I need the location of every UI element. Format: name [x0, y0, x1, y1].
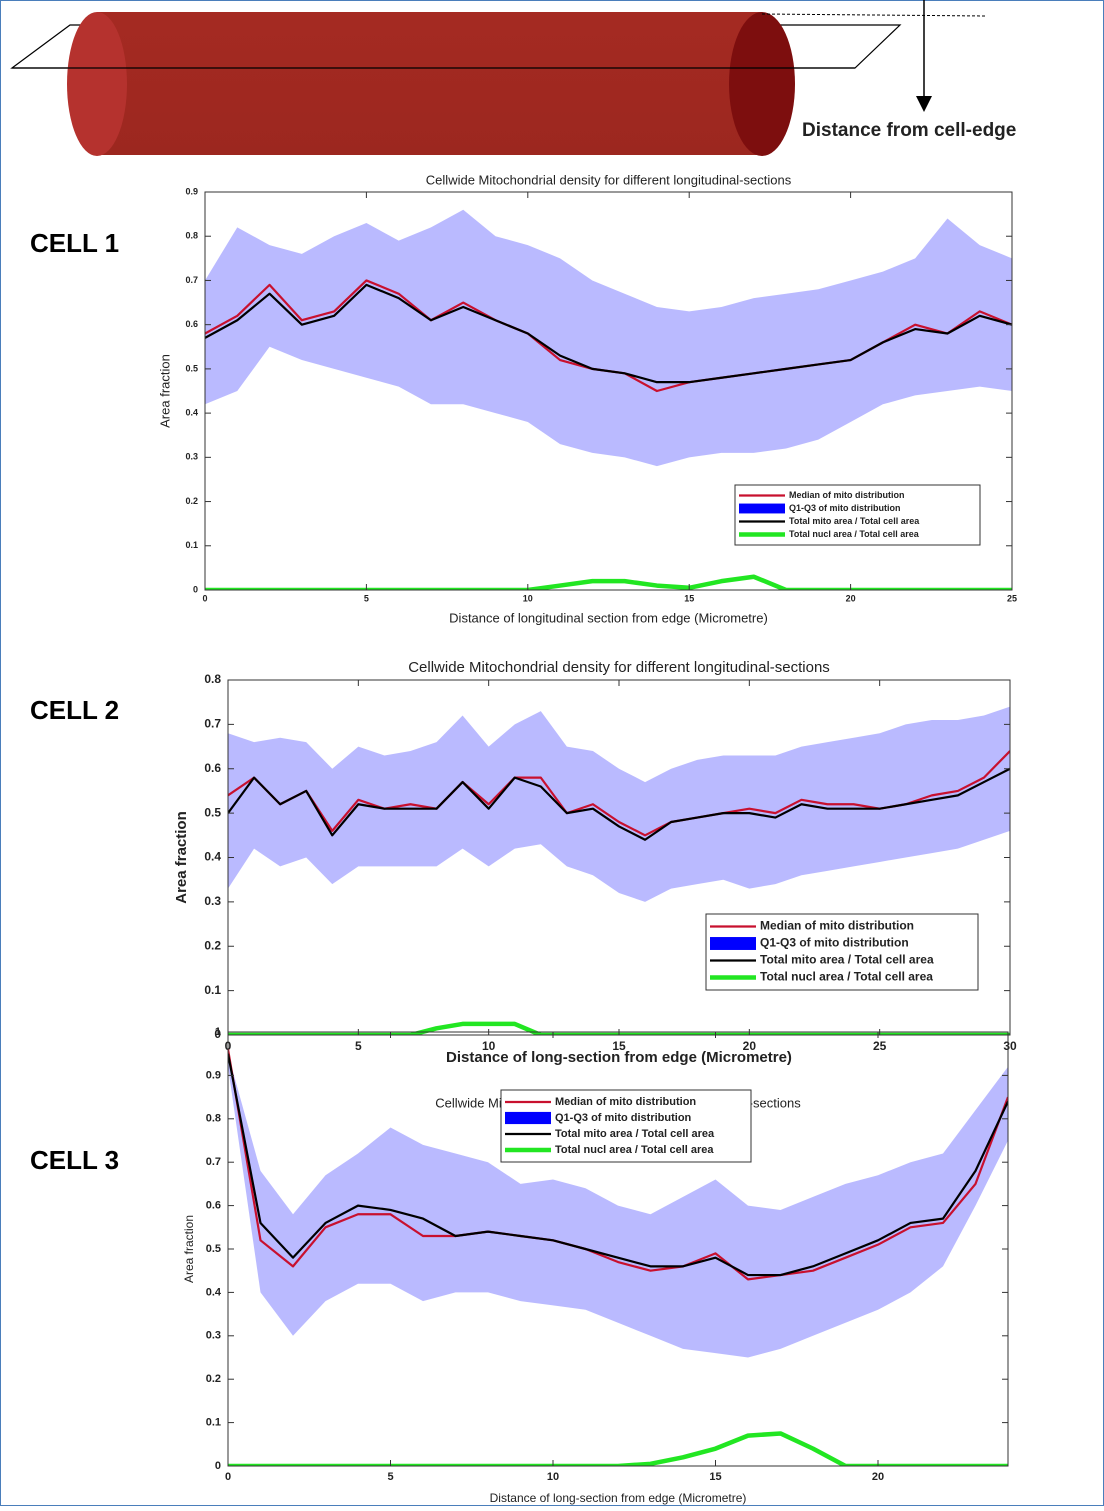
chart-title: Cellwide Mitochondrial density for diffe… [426, 172, 792, 187]
legend-label: Median of mito distribution [789, 490, 905, 500]
plot-area [228, 1049, 1008, 1466]
plot-area [205, 209, 1012, 590]
x-tick-label: 10 [523, 593, 533, 603]
chart-title: Cellwide Mitochondrial density for diffe… [408, 659, 830, 676]
legend-label: Total nucl area / Total cell area [760, 970, 933, 984]
legend-label: Total nucl area / Total cell area [555, 1144, 714, 1156]
legend-label: Total nucl area / Total cell area [789, 529, 920, 539]
panel-label: CELL 1 [30, 228, 119, 258]
y-tick-label: 0.6 [204, 761, 221, 775]
legend-swatch [710, 937, 756, 950]
y-tick-label: 0.8 [206, 1113, 221, 1125]
y-axis-label: Area fraction [173, 811, 190, 904]
y-tick-label: 0.4 [185, 407, 198, 417]
legend-label: Total mito area / Total cell area [555, 1128, 715, 1140]
legend-label: Median of mito distribution [555, 1096, 696, 1108]
y-tick-label: 0.3 [185, 452, 198, 462]
x-axis-label: Distance of longitudinal section from ed… [449, 610, 768, 625]
y-tick-label: 0.7 [206, 1156, 221, 1168]
legend-label: Q1-Q3 of mito distribution [760, 936, 909, 950]
series-line [205, 283, 1012, 384]
y-tick-label: 0.3 [204, 894, 221, 908]
panel-label: CELL 3 [30, 1145, 119, 1175]
x-tick-label: 25 [1007, 593, 1017, 603]
series-line [228, 1053, 1008, 1277]
y-tick-label: 0 [215, 1460, 221, 1472]
diagram-label: Distance from cell-edge [802, 120, 1016, 141]
x-tick-label: 15 [684, 593, 694, 603]
y-tick-label: 0.7 [204, 717, 221, 731]
legend-label: Q1-Q3 of mito distribution [555, 1112, 692, 1124]
x-tick-label: 20 [743, 1039, 757, 1053]
y-tick-label: 0.1 [185, 540, 198, 550]
y-tick-label: 0.7 [185, 275, 198, 285]
series-line [228, 1431, 1008, 1466]
series-line [205, 574, 1012, 590]
x-tick-label: 20 [872, 1471, 884, 1483]
x-tick-label: 20 [846, 593, 856, 603]
iqr-band [205, 209, 1012, 467]
legend-label: Total mito area / Total cell area [789, 516, 920, 526]
y-tick-label: 0.9 [206, 1069, 221, 1081]
x-axis-label: Distance of long-section from edge (Micr… [446, 1049, 792, 1066]
y-tick-label: 0.5 [185, 363, 198, 373]
y-axis-label: Area fraction [182, 1215, 196, 1283]
panel-label: CELL 2 [30, 695, 119, 725]
iqr-band [228, 1053, 1008, 1358]
axes-box [204, 191, 1013, 591]
x-tick-label: 25 [873, 1039, 887, 1053]
x-tick-label: 0 [225, 1471, 231, 1483]
y-tick-label: 0.6 [206, 1200, 221, 1212]
y-axis-label: Area fraction [157, 354, 172, 428]
iqr-band [228, 706, 1010, 902]
legend-swatch [505, 1111, 551, 1125]
x-tick-label: 15 [612, 1039, 626, 1053]
y-tick-label: 0 [214, 1027, 221, 1041]
x-tick-label: 0 [202, 593, 207, 603]
y-tick-label: 0.4 [206, 1286, 222, 1298]
legend-swatch [739, 503, 785, 514]
y-tick-label: 0.2 [204, 938, 221, 952]
y-tick-label: 0.2 [185, 496, 198, 506]
y-tick-label: 1 [215, 1026, 221, 1038]
series-line [228, 1049, 1008, 1281]
y-tick-label: 0.1 [206, 1417, 221, 1429]
legend-label: Total mito area / Total cell area [760, 953, 934, 967]
y-tick-label: 0.6 [185, 319, 198, 329]
legend-label: Median of mito distribution [760, 919, 914, 933]
y-tick-label: 0.1 [204, 983, 221, 997]
y-tick-label: 0.3 [206, 1330, 221, 1342]
cell-diagram: Distance from cell-edge [10, 0, 1016, 156]
y-tick-label: 0.5 [204, 805, 221, 819]
legend-label: Q1-Q3 of mito distribution [789, 503, 901, 513]
y-tick-label: 0.9 [185, 186, 198, 196]
x-tick-label: 30 [1003, 1039, 1017, 1053]
y-tick-label: 0.8 [185, 231, 198, 241]
x-tick-label: 10 [482, 1039, 496, 1053]
plot-area [228, 706, 1010, 1035]
y-tick-label: 0 [193, 584, 198, 594]
x-tick-label: 10 [547, 1471, 559, 1483]
x-axis-label: Distance of long-section from edge (Micr… [490, 1491, 747, 1505]
x-tick-label: 5 [387, 1471, 393, 1483]
y-tick-label: 0.4 [204, 850, 221, 864]
x-tick-label: 5 [355, 1039, 362, 1053]
x-tick-label: 15 [709, 1471, 721, 1483]
y-tick-label: 0.2 [206, 1373, 221, 1385]
series-line [228, 767, 1010, 841]
y-tick-label: 0.5 [206, 1243, 221, 1255]
y-tick-label: 0.8 [204, 672, 221, 686]
x-tick-label: 5 [364, 593, 369, 603]
